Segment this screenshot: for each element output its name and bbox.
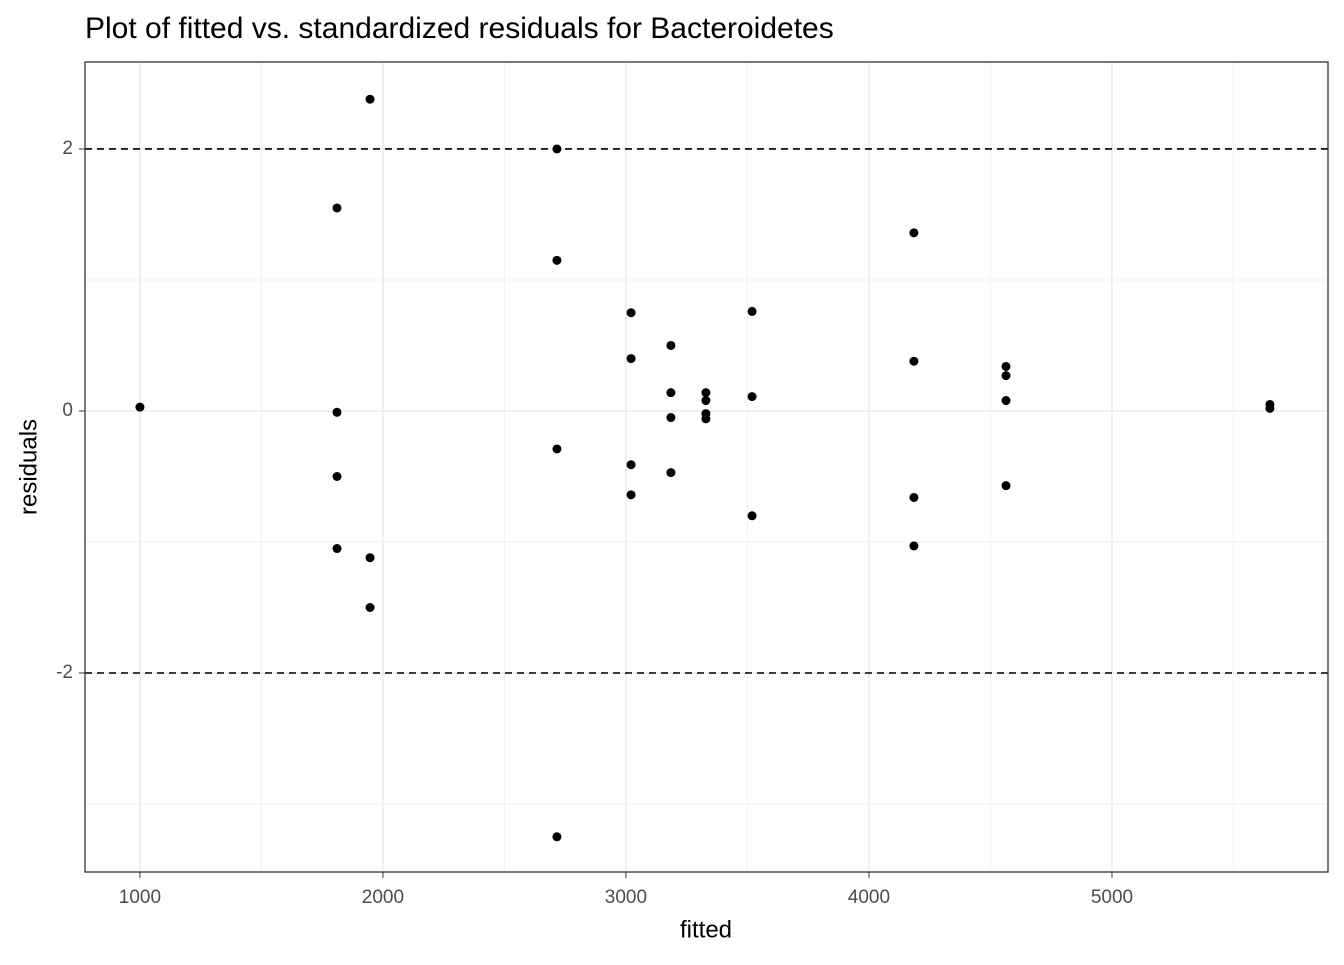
point xyxy=(552,444,562,454)
point xyxy=(332,407,342,417)
x-axis-title: fitted xyxy=(680,916,732,943)
point xyxy=(626,460,636,470)
x-tick-label: 4000 xyxy=(848,887,890,908)
point xyxy=(909,541,919,551)
point xyxy=(1001,361,1011,371)
point xyxy=(332,544,342,554)
point xyxy=(909,356,919,366)
point xyxy=(666,340,676,350)
point xyxy=(666,388,676,398)
point xyxy=(747,511,757,521)
point xyxy=(1265,403,1275,413)
y-tick-label: 2 xyxy=(62,138,73,159)
x-tick-label: 2000 xyxy=(362,887,404,908)
point xyxy=(1001,371,1011,381)
point xyxy=(626,490,636,500)
point xyxy=(552,144,562,154)
point xyxy=(909,492,919,502)
point xyxy=(701,414,711,424)
x-tick-label: 1000 xyxy=(119,887,161,908)
point xyxy=(666,413,676,423)
point xyxy=(626,308,636,318)
point xyxy=(552,255,562,265)
point xyxy=(909,228,919,238)
point xyxy=(332,203,342,213)
point xyxy=(135,402,145,412)
point xyxy=(747,392,757,402)
point xyxy=(332,471,342,481)
point xyxy=(666,468,676,478)
y-axis-title: residuals xyxy=(15,419,42,515)
point xyxy=(365,94,375,104)
plot-border xyxy=(84,61,1329,873)
point xyxy=(552,832,562,842)
y-tick-label: -2 xyxy=(56,662,73,683)
point xyxy=(1001,396,1011,406)
point xyxy=(701,396,711,406)
point xyxy=(747,306,757,316)
chart-title: Plot of fitted vs. standardized residual… xyxy=(85,12,834,45)
point xyxy=(701,388,711,398)
point xyxy=(365,553,375,563)
point xyxy=(626,354,636,364)
y-tick-label: 0 xyxy=(62,400,73,421)
x-tick-label: 5000 xyxy=(1091,887,1133,908)
x-tick-label: 3000 xyxy=(605,887,647,908)
point xyxy=(1001,481,1011,491)
point xyxy=(365,603,375,613)
